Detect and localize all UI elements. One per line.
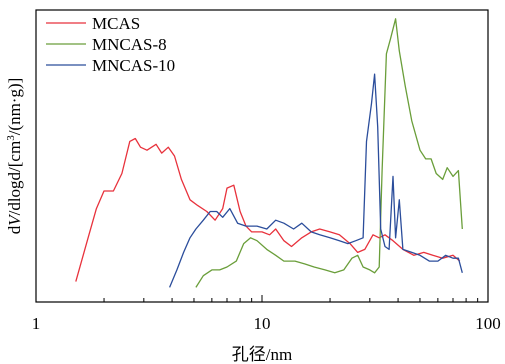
y-axis-title-part: /dlogd	[5, 171, 24, 215]
y-axis-title-part: V	[5, 213, 24, 226]
y-axis-title-part: /[cm	[5, 141, 24, 172]
y-axis-title: dV/dlogd/[cm3/(nm·g)]	[5, 78, 24, 235]
x-tick-label: 100	[475, 314, 501, 333]
x-axis-title: 孔径/nm	[232, 345, 292, 364]
x-tick-label: 1	[32, 314, 41, 333]
legend: MCAS MNCAS-8 MNCAS-10	[46, 14, 175, 75]
series-line-3	[169, 73, 463, 288]
y-axis-title-part: d	[5, 225, 24, 234]
legend-label-2: MNCAS-8	[92, 35, 167, 54]
legend-label-3: MNCAS-10	[92, 56, 175, 75]
y-axis-title-part: /(nm·g)]	[5, 78, 24, 136]
series-lines	[75, 18, 463, 288]
x-axis-ticks	[35, 295, 489, 302]
x-tick-label: 10	[254, 314, 271, 333]
legend-label-1: MCAS	[92, 14, 140, 33]
y-axis-title-part: 3	[5, 135, 17, 141]
series-line-2	[195, 18, 463, 288]
x-axis-tick-labels: 1 10 100	[32, 314, 501, 333]
series-line-1	[75, 137, 461, 282]
